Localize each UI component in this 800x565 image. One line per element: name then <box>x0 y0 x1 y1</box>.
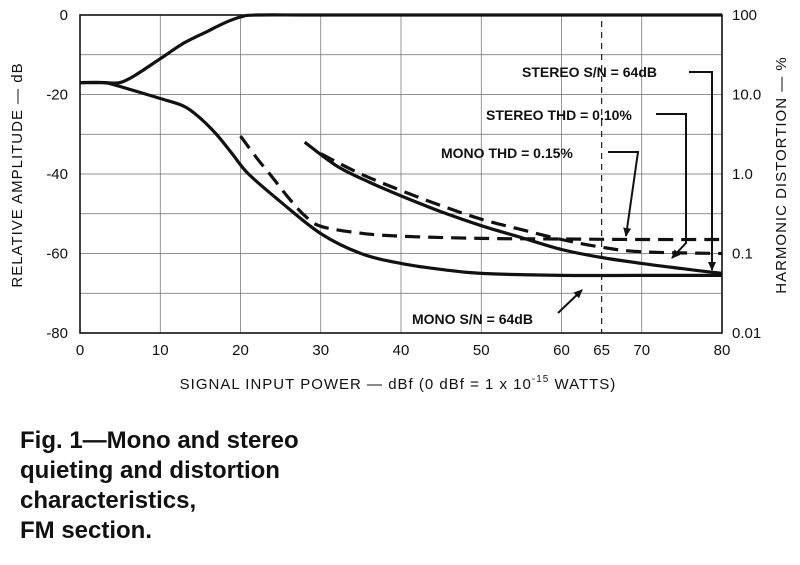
series-line-0 <box>79 13 722 85</box>
y-axis-label-left: RELATIVE AMPLITUDE — dB <box>9 62 26 287</box>
annotation-mono-sn: MONO S/N = 64dB <box>412 311 533 327</box>
series-line-3 <box>320 152 723 256</box>
series-line-4 <box>239 135 723 242</box>
caption-line-4: FM section. <box>20 517 153 544</box>
x-tick-label: 40 <box>393 342 410 359</box>
annotation-stereo-sn: STEREO S/N = 64dB <box>522 64 657 80</box>
x-axis-label: SIGNAL INPUT POWER — dBf (0 dBf = 1 x 10… <box>180 374 617 393</box>
x-tick-label: 0 <box>76 342 84 359</box>
annotation-stereo-thd: STEREO THD = 0.10% <box>486 107 632 123</box>
annotation-mono-thd: MONO THD = 0.15% <box>441 145 573 161</box>
y-axis-label-right: HARMONIC DISTORTION — % <box>773 56 790 293</box>
figure-caption: Fig. 1—Mono and stereo quieting and dist… <box>20 426 400 546</box>
y-tick-label-right: 0.01 <box>732 325 761 342</box>
y-tick-label-right: 0.1 <box>732 246 753 263</box>
caption-line-3: characteristics, <box>20 487 197 514</box>
leader-stereo-thd <box>656 113 687 259</box>
leader-stereo-sn <box>689 71 716 271</box>
x-tick-label: 10 <box>152 342 169 359</box>
grid <box>80 15 722 333</box>
series <box>79 13 723 278</box>
x-tick-label: 80 <box>714 342 731 359</box>
leader-mono-sn <box>557 289 583 314</box>
x-tick-label: 20 <box>232 342 249 359</box>
y-tick-label-left: -80 <box>46 325 68 342</box>
y-tick-label-left: -40 <box>46 166 68 183</box>
y-tick-label-left: -60 <box>46 246 68 263</box>
y-tick-label-left: -20 <box>46 87 68 104</box>
annotations: STEREO S/N = 64dB STEREO THD = 0.10% MON… <box>412 64 716 327</box>
x-tick-label: 60 <box>553 342 570 359</box>
x-tick-label: 70 <box>633 342 650 359</box>
caption-line-1: Fig. 1—Mono and stereo <box>20 427 299 454</box>
series-line-2 <box>303 140 723 275</box>
y-tick-label-right: 100 <box>732 7 757 24</box>
tick-labels: 0 10 20 30 40 50 60 65 70 80 0 -20 -40 -60 -80 100 10.0 1… <box>46 7 761 359</box>
series-line-1 <box>79 80 722 278</box>
x-tick-label: 30 <box>312 342 329 359</box>
y-tick-label-right: 10.0 <box>732 87 761 104</box>
y-tick-label-right: 1.0 <box>732 166 753 183</box>
leader-mono-thd <box>608 151 640 237</box>
caption-line-2: quieting and distortion <box>20 457 280 484</box>
x-tick-label: 65 <box>593 342 610 359</box>
chart: 0 10 20 30 40 50 60 65 70 80 0 -20 -40 -60 -80 100 10.0 1… <box>9 7 790 393</box>
x-tick-label: 50 <box>473 342 490 359</box>
y-tick-label-left: 0 <box>60 7 68 24</box>
